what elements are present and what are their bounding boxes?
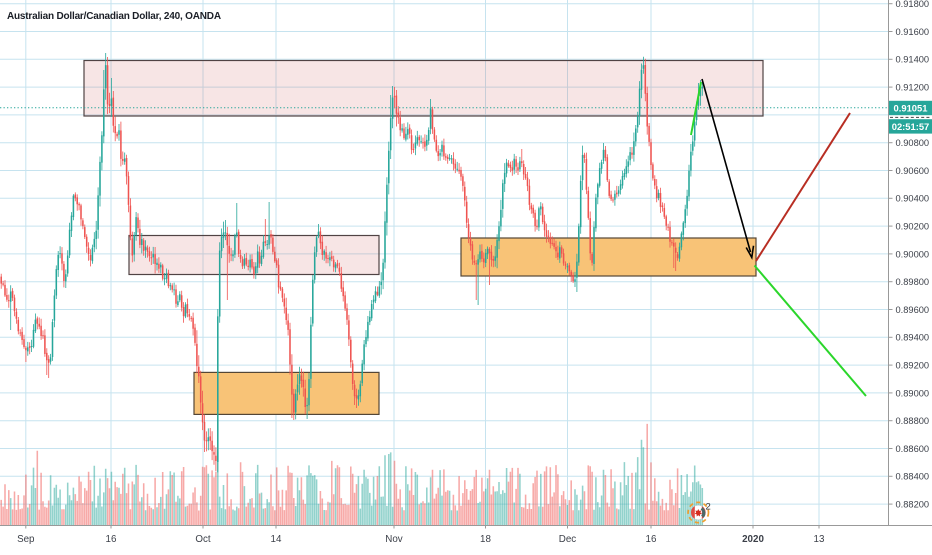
svg-text:0.90000: 0.90000 bbox=[896, 249, 930, 259]
svg-text:Australian Dollar/Canadian Dol: Australian Dollar/Canadian Dollar, 240, … bbox=[7, 11, 221, 22]
svg-text:Oct: Oct bbox=[195, 534, 211, 545]
svg-text:2: 2 bbox=[706, 502, 711, 513]
svg-text:0.89400: 0.89400 bbox=[896, 333, 930, 343]
svg-text:Sep: Sep bbox=[17, 534, 35, 545]
svg-text:0.90600: 0.90600 bbox=[896, 166, 930, 176]
svg-text:13: 13 bbox=[814, 534, 825, 545]
svg-text:02:51:57: 02:51:57 bbox=[892, 121, 930, 132]
svg-text:0.91800: 0.91800 bbox=[896, 0, 930, 9]
svg-text:0.91051: 0.91051 bbox=[894, 102, 928, 113]
svg-text:0.89600: 0.89600 bbox=[896, 305, 930, 315]
svg-text:16: 16 bbox=[106, 534, 117, 545]
svg-text:0.88600: 0.88600 bbox=[896, 444, 930, 454]
svg-text:16: 16 bbox=[646, 534, 657, 545]
svg-text:0.88400: 0.88400 bbox=[896, 472, 930, 482]
svg-text:0.90400: 0.90400 bbox=[896, 194, 930, 204]
svg-text:14: 14 bbox=[271, 534, 282, 545]
svg-text:0.89000: 0.89000 bbox=[896, 388, 930, 398]
svg-text:0.91400: 0.91400 bbox=[896, 55, 930, 65]
svg-text:0.89800: 0.89800 bbox=[896, 277, 930, 287]
svg-text:2020: 2020 bbox=[742, 534, 764, 545]
svg-text:Nov: Nov bbox=[385, 534, 403, 545]
svg-text:0.90800: 0.90800 bbox=[896, 138, 930, 148]
svg-text:0.89200: 0.89200 bbox=[896, 361, 930, 371]
svg-text:0.90200: 0.90200 bbox=[896, 222, 930, 232]
svg-text:Dec: Dec bbox=[559, 534, 577, 545]
svg-text:0.88200: 0.88200 bbox=[896, 500, 930, 510]
svg-text:0.91200: 0.91200 bbox=[896, 83, 930, 93]
svg-text:18: 18 bbox=[480, 534, 491, 545]
svg-text:0.91600: 0.91600 bbox=[896, 27, 930, 37]
svg-text:0.88800: 0.88800 bbox=[896, 416, 930, 426]
